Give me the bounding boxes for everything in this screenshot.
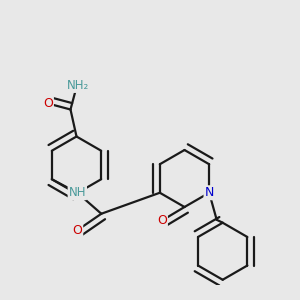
Text: O: O: [72, 224, 82, 237]
Text: O: O: [157, 214, 167, 227]
Text: NH: NH: [69, 186, 86, 199]
Text: NH₂: NH₂: [67, 79, 89, 92]
Text: O: O: [43, 97, 53, 110]
Text: N: N: [205, 186, 214, 199]
